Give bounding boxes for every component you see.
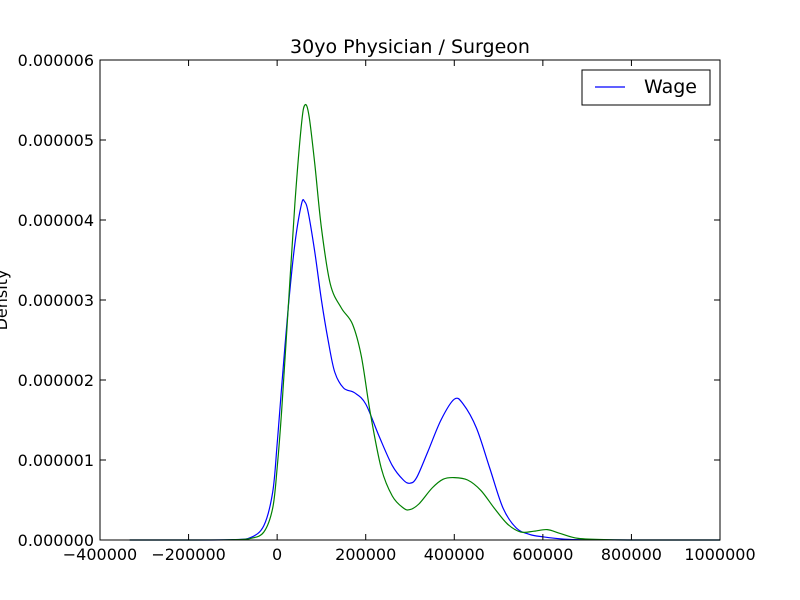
y-tick-label: 0.000001	[18, 451, 94, 470]
x-tick-label: 1000000	[684, 545, 755, 564]
y-tick-label: 0.000005	[18, 131, 94, 150]
y-tick-label: 0.000006	[18, 51, 94, 70]
x-tick-label: 600000	[512, 545, 573, 564]
x-tick-label: −200000	[151, 545, 225, 564]
y-tick-label: 0.000002	[18, 371, 94, 390]
x-tick-label: 800000	[601, 545, 662, 564]
series-line-series-2	[129, 103, 721, 541]
y-tick-label: 0.000004	[18, 211, 94, 230]
y-tick-label: 0.000000	[18, 531, 94, 550]
series-layer	[129, 103, 721, 541]
tick-layer: −400000 −200000 0 200000 400000 600000 800000 1…	[18, 51, 756, 564]
y-tick-label: 0.000003	[18, 291, 94, 310]
chart-title: 30yo Physician / Surgeon	[290, 36, 530, 58]
plot-frame	[99, 59, 721, 541]
x-tick-label: −400000	[63, 545, 137, 564]
y-axis-label: Density	[0, 270, 11, 331]
x-tick-label: 400000	[424, 545, 485, 564]
legend: Wage	[581, 69, 711, 106]
x-tick-label: 200000	[335, 545, 396, 564]
legend-entry-wage: Wage	[644, 76, 697, 98]
series-line-wage	[129, 199, 721, 541]
x-tick-label: 0	[272, 545, 282, 564]
